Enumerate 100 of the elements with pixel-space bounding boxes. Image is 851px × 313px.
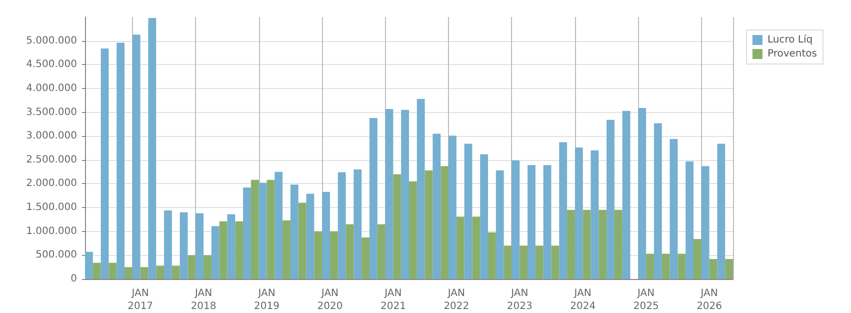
bar	[646, 254, 654, 279]
y-tick-label: 4.500.000	[26, 59, 77, 70]
bar	[551, 246, 560, 279]
y-tick-label: 3.000.000	[26, 130, 77, 142]
x-tick-label: JAN 2019	[254, 288, 280, 312]
y-tick-label: 4.000.000	[26, 82, 77, 94]
bar	[306, 194, 314, 279]
bar	[164, 210, 172, 279]
bar	[472, 216, 480, 279]
bar	[314, 231, 322, 279]
bar	[219, 221, 228, 279]
bar	[338, 172, 346, 279]
y-tick-label: 500.000	[36, 250, 77, 261]
bar	[393, 174, 402, 279]
bar	[274, 172, 283, 279]
bar	[678, 254, 686, 279]
bar	[456, 216, 464, 279]
bar	[670, 138, 678, 279]
bar	[92, 262, 101, 279]
bar	[330, 231, 338, 279]
bar	[638, 108, 646, 279]
bar	[282, 220, 290, 279]
bar	[424, 170, 433, 279]
bar	[701, 166, 710, 279]
y-tick-label: 1.500.000	[26, 202, 77, 214]
x-tick-label: JAN 2021	[380, 288, 406, 312]
bar	[725, 258, 733, 279]
bar	[606, 120, 614, 279]
bar	[686, 161, 694, 279]
bar	[266, 180, 275, 279]
x-tick-label: JAN 2022	[444, 288, 470, 312]
bar	[227, 214, 236, 279]
legend-label: Proventos	[767, 48, 818, 60]
bar	[574, 148, 583, 279]
bar	[401, 110, 409, 279]
bar	[622, 110, 630, 279]
bar	[693, 238, 702, 279]
bar	[488, 232, 496, 279]
bar	[140, 267, 148, 279]
bar	[496, 170, 504, 279]
bar	[124, 267, 132, 279]
bar	[717, 144, 726, 279]
bar	[250, 180, 259, 279]
bar	[614, 210, 622, 279]
bar	[298, 202, 306, 279]
x-tick-label: JAN 2025	[633, 288, 659, 312]
bar	[440, 166, 449, 279]
x-tick-label: JAN 2024	[570, 288, 596, 312]
bar	[559, 142, 568, 279]
bar	[132, 34, 140, 279]
x-tick-label: JAN 2026	[696, 288, 722, 312]
bar	[196, 213, 204, 279]
bar	[504, 246, 512, 279]
bar	[322, 192, 330, 279]
y-tick-label: 2.000.000	[26, 178, 77, 190]
x-tick-label: JAN 2017	[128, 288, 154, 312]
bar	[432, 134, 441, 279]
bar	[290, 184, 298, 279]
bar	[543, 165, 552, 279]
bar	[528, 165, 536, 279]
bar	[362, 238, 370, 279]
bar	[116, 42, 125, 279]
x-tick-label: JAN 2023	[506, 288, 532, 312]
bar	[535, 246, 544, 279]
bar	[180, 212, 188, 279]
bar	[590, 150, 599, 279]
bar	[354, 169, 362, 279]
bar	[409, 181, 417, 279]
bar	[235, 221, 244, 279]
bar	[709, 258, 718, 279]
x-tick-label: JAN 2018	[190, 288, 216, 312]
bar	[512, 160, 520, 279]
y-tick-label: 2.500.000	[26, 154, 77, 166]
y-tick-label: 1.000.000	[26, 226, 77, 237]
x-tick-label: JAN 2020	[317, 288, 343, 312]
bar	[172, 266, 180, 279]
bar	[204, 255, 212, 279]
bar	[258, 182, 267, 279]
legend-label: Lucro Líq	[767, 34, 813, 46]
bar	[148, 18, 156, 279]
bar	[567, 210, 575, 279]
bar	[85, 252, 93, 279]
bar	[385, 108, 394, 279]
bar	[654, 123, 662, 279]
bar	[243, 188, 251, 279]
bar	[582, 210, 591, 279]
bar	[662, 254, 670, 279]
bar	[416, 98, 425, 279]
bar	[598, 210, 607, 279]
bar	[377, 224, 386, 279]
y-tick-label: 5.000.000	[26, 35, 77, 46]
bar	[188, 255, 196, 279]
bar	[480, 154, 488, 279]
bar	[211, 226, 220, 279]
y-tick-label: 3.500.000	[26, 106, 77, 118]
bar	[100, 48, 109, 279]
bar	[464, 144, 472, 279]
bar	[448, 136, 456, 279]
bar	[369, 118, 378, 279]
bar	[520, 246, 528, 279]
